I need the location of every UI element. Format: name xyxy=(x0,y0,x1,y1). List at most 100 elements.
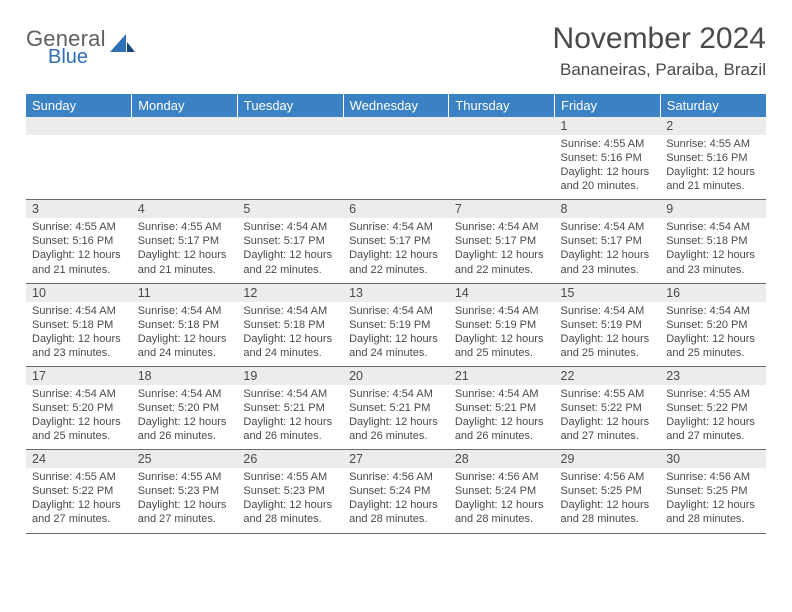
day-cell: Sunrise: 4:54 AMSunset: 5:21 PMDaylight:… xyxy=(449,385,555,450)
daynum-row: 17181920212223 xyxy=(26,366,766,385)
day-line: Sunset: 5:16 PM xyxy=(32,234,126,248)
day-line: Sunrise: 4:54 AM xyxy=(243,220,337,234)
day-line: Daylight: 12 hours xyxy=(32,498,126,512)
day-cell: Sunrise: 4:54 AMSunset: 5:20 PMDaylight:… xyxy=(132,385,238,450)
daynum-cell xyxy=(26,117,132,135)
day-line: Sunset: 5:20 PM xyxy=(32,401,126,415)
day-number: 10 xyxy=(26,284,132,302)
day-content xyxy=(26,135,132,193)
day-line: and 24 minutes. xyxy=(243,346,337,360)
day-number xyxy=(26,117,132,135)
daynum-cell: 16 xyxy=(660,283,766,302)
day-line: and 28 minutes. xyxy=(349,512,443,526)
day-number: 2 xyxy=(660,117,766,135)
day-content: Sunrise: 4:54 AMSunset: 5:21 PMDaylight:… xyxy=(237,385,343,449)
day-line: Sunset: 5:19 PM xyxy=(561,318,655,332)
day-content: Sunrise: 4:56 AMSunset: 5:24 PMDaylight:… xyxy=(343,468,449,532)
day-cell: Sunrise: 4:55 AMSunset: 5:23 PMDaylight:… xyxy=(132,468,238,533)
daynum-cell: 22 xyxy=(555,366,661,385)
day-cell: Sunrise: 4:55 AMSunset: 5:16 PMDaylight:… xyxy=(26,218,132,283)
day-cell: Sunrise: 4:54 AMSunset: 5:17 PMDaylight:… xyxy=(237,218,343,283)
daynum-cell xyxy=(449,117,555,135)
day-number: 5 xyxy=(237,200,343,218)
day-line: Sunrise: 4:55 AM xyxy=(32,220,126,234)
day-content: Sunrise: 4:56 AMSunset: 5:24 PMDaylight:… xyxy=(449,468,555,532)
day-line: Sunrise: 4:54 AM xyxy=(455,387,549,401)
day-content: Sunrise: 4:56 AMSunset: 5:25 PMDaylight:… xyxy=(555,468,661,532)
day-line: Sunset: 5:24 PM xyxy=(349,484,443,498)
day-line: Sunset: 5:22 PM xyxy=(666,401,760,415)
day-number: 24 xyxy=(26,450,132,468)
day-line: Daylight: 12 hours xyxy=(455,332,549,346)
day-content: Sunrise: 4:55 AMSunset: 5:16 PMDaylight:… xyxy=(660,135,766,199)
day-cell xyxy=(26,135,132,200)
day-line: and 25 minutes. xyxy=(666,346,760,360)
day-line: and 26 minutes. xyxy=(243,429,337,443)
day-cell: Sunrise: 4:55 AMSunset: 5:23 PMDaylight:… xyxy=(237,468,343,533)
daynum-cell xyxy=(343,117,449,135)
day-cell: Sunrise: 4:56 AMSunset: 5:25 PMDaylight:… xyxy=(660,468,766,533)
location: Bananeiras, Paraiba, Brazil xyxy=(553,60,766,80)
daynum-cell: 12 xyxy=(237,283,343,302)
day-content: Sunrise: 4:54 AMSunset: 5:21 PMDaylight:… xyxy=(343,385,449,449)
day-line: Sunset: 5:18 PM xyxy=(32,318,126,332)
day-line: Sunrise: 4:54 AM xyxy=(32,304,126,318)
day-line: and 23 minutes. xyxy=(32,346,126,360)
day-line: Daylight: 12 hours xyxy=(32,415,126,429)
day-line: Sunset: 5:25 PM xyxy=(666,484,760,498)
day-number: 18 xyxy=(132,367,238,385)
calendar-table: Sunday Monday Tuesday Wednesday Thursday… xyxy=(26,94,766,534)
day-line: and 27 minutes. xyxy=(138,512,232,526)
day-content: Sunrise: 4:54 AMSunset: 5:20 PMDaylight:… xyxy=(660,302,766,366)
weekday-header: Friday xyxy=(555,94,661,117)
day-line: and 21 minutes. xyxy=(666,179,760,193)
day-line: Daylight: 12 hours xyxy=(243,248,337,262)
day-line: and 28 minutes. xyxy=(666,512,760,526)
day-number: 1 xyxy=(555,117,661,135)
day-line: Daylight: 12 hours xyxy=(561,415,655,429)
weekday-header: Saturday xyxy=(660,94,766,117)
day-cell: Sunrise: 4:54 AMSunset: 5:18 PMDaylight:… xyxy=(660,218,766,283)
daynum-cell: 8 xyxy=(555,200,661,219)
day-line: Sunrise: 4:54 AM xyxy=(561,220,655,234)
calendar-body: 12Sunrise: 4:55 AMSunset: 5:16 PMDayligh… xyxy=(26,117,766,533)
day-line: Daylight: 12 hours xyxy=(666,248,760,262)
day-cell: Sunrise: 4:55 AMSunset: 5:22 PMDaylight:… xyxy=(26,468,132,533)
day-line: Sunrise: 4:55 AM xyxy=(138,470,232,484)
day-line: Daylight: 12 hours xyxy=(666,332,760,346)
daynum-cell xyxy=(132,117,238,135)
day-line: Sunrise: 4:54 AM xyxy=(138,387,232,401)
day-line: and 28 minutes. xyxy=(243,512,337,526)
day-line: and 24 minutes. xyxy=(138,346,232,360)
daynum-cell: 9 xyxy=(660,200,766,219)
day-line: Sunset: 5:18 PM xyxy=(138,318,232,332)
day-content: Sunrise: 4:55 AMSunset: 5:22 PMDaylight:… xyxy=(660,385,766,449)
day-line: Daylight: 12 hours xyxy=(349,248,443,262)
daynum-cell: 10 xyxy=(26,283,132,302)
day-line: Daylight: 12 hours xyxy=(455,498,549,512)
day-cell: Sunrise: 4:55 AMSunset: 5:16 PMDaylight:… xyxy=(555,135,661,200)
day-cell: Sunrise: 4:54 AMSunset: 5:18 PMDaylight:… xyxy=(26,302,132,367)
day-line: Sunrise: 4:54 AM xyxy=(32,387,126,401)
day-content xyxy=(132,135,238,193)
day-content: Sunrise: 4:54 AMSunset: 5:17 PMDaylight:… xyxy=(343,218,449,282)
day-line: Sunset: 5:23 PM xyxy=(138,484,232,498)
day-line: Sunrise: 4:55 AM xyxy=(666,387,760,401)
day-line: Daylight: 12 hours xyxy=(561,332,655,346)
daynum-cell: 5 xyxy=(237,200,343,219)
daynum-row: 12 xyxy=(26,117,766,135)
day-line: and 26 minutes. xyxy=(138,429,232,443)
day-content-row: Sunrise: 4:55 AMSunset: 5:22 PMDaylight:… xyxy=(26,468,766,533)
day-number: 22 xyxy=(555,367,661,385)
daynum-cell: 21 xyxy=(449,366,555,385)
day-content: Sunrise: 4:54 AMSunset: 5:20 PMDaylight:… xyxy=(26,385,132,449)
day-cell xyxy=(449,135,555,200)
day-number: 28 xyxy=(449,450,555,468)
day-cell: Sunrise: 4:54 AMSunset: 5:20 PMDaylight:… xyxy=(26,385,132,450)
day-cell: Sunrise: 4:56 AMSunset: 5:24 PMDaylight:… xyxy=(343,468,449,533)
day-line: Daylight: 12 hours xyxy=(32,248,126,262)
daynum-cell: 28 xyxy=(449,450,555,469)
day-line: Sunrise: 4:55 AM xyxy=(561,137,655,151)
daynum-row: 24252627282930 xyxy=(26,450,766,469)
day-line: Sunrise: 4:54 AM xyxy=(349,387,443,401)
